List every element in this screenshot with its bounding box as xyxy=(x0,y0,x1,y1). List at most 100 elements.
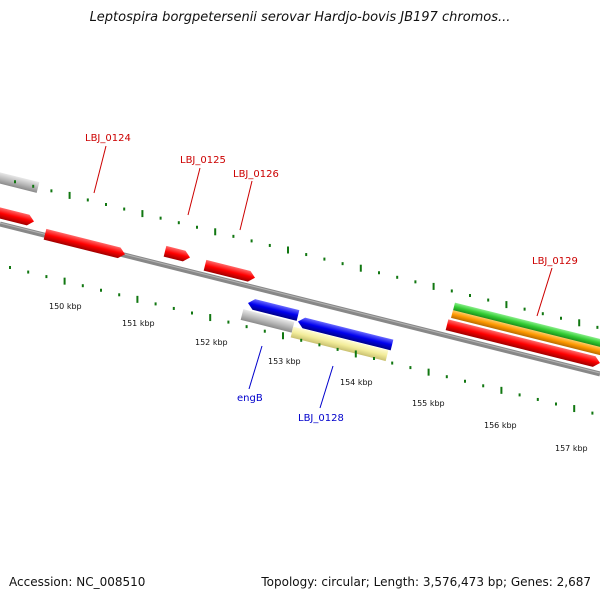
feature-gray-mid xyxy=(240,309,295,333)
accession-text: Accession: NC_008510 xyxy=(9,575,146,589)
tick-row-lower-tick xyxy=(172,306,175,310)
tick-row-lower-tick xyxy=(555,402,557,406)
feature-lbj-0126 xyxy=(203,259,255,282)
tick-row-upper-tick xyxy=(68,191,71,199)
scale-labels: 150 kbp 151 kbp 152 kbp 153 kbp 154 kbp … xyxy=(49,302,588,453)
tick-row-lower-tick xyxy=(518,393,521,397)
tick-row-upper-tick xyxy=(287,246,289,254)
tick-row-upper-tick xyxy=(268,243,271,247)
scale-label-150: 150 kbp xyxy=(49,302,82,311)
tick-row-lower-tick xyxy=(427,368,430,376)
feature-lbj-0126-shape xyxy=(203,259,255,282)
tick-row-upper-tick xyxy=(578,319,581,327)
feature-lbj-0129-red xyxy=(445,319,600,367)
tick-row-lower-tick xyxy=(482,384,485,388)
tick-row-upper-tick xyxy=(105,203,107,206)
tick-row-upper-tick xyxy=(141,210,144,218)
tick-row-lower-tick xyxy=(536,397,539,401)
feature-lbj-0129-orange xyxy=(451,310,600,358)
tick-row-lower-tick xyxy=(591,411,594,415)
feature-lbj-0124b-shape xyxy=(43,228,125,259)
tick-row-upper-tick xyxy=(450,289,453,293)
tick-row-upper-tick xyxy=(432,282,435,290)
feature-lbj-0124a-shape xyxy=(0,205,35,226)
tick-row-lower-tick xyxy=(282,332,284,340)
leader-lines xyxy=(93,145,553,409)
tick-track xyxy=(9,180,599,415)
tick-row-lower-tick xyxy=(336,347,339,351)
scale-label-155: 155 kbp xyxy=(412,399,445,408)
tick-row-upper-tick xyxy=(359,264,362,272)
tick-row-lower-tick xyxy=(445,375,448,379)
map-title: Leptospira borgpetersenii serovar Hardjo… xyxy=(89,10,511,25)
tick-row-lower-tick xyxy=(100,288,102,292)
tick-row-upper-tick xyxy=(250,239,253,243)
scale-label-153: 153 kbp xyxy=(268,357,301,366)
tick-row-lower-tick xyxy=(500,386,503,394)
tick-row-upper-tick xyxy=(396,275,399,279)
feature-lbj-0125-shape xyxy=(163,245,190,262)
tick-row-upper-tick xyxy=(487,298,490,302)
feature-lbj-0127 xyxy=(298,317,394,351)
leader-lbj-0126 xyxy=(239,180,253,231)
feature-lbj-0125 xyxy=(163,245,190,262)
feature-lbj-0124a xyxy=(0,205,35,226)
feature-lbj-0129-green xyxy=(453,302,600,350)
feature-gray-mid-shape xyxy=(240,309,295,333)
tick-row-lower-tick xyxy=(118,293,121,297)
tick-row-lower-tick xyxy=(573,405,576,413)
tick-row-lower-tick xyxy=(409,366,412,370)
feature-lbj-0129-red-shape xyxy=(445,319,600,367)
tick-row-lower-tick xyxy=(354,350,357,358)
tick-row-upper-tick xyxy=(86,198,89,202)
tick-row-lower-tick xyxy=(27,270,30,274)
tick-row-upper-tick xyxy=(14,180,16,184)
leader-lbj-0128 xyxy=(319,365,334,409)
feature-lbj-0124b xyxy=(43,228,125,259)
label-lbj-0124: LBJ_0124 xyxy=(85,133,131,144)
tick-row-upper-tick xyxy=(232,234,235,238)
tick-row-upper-tick xyxy=(414,280,417,284)
tick-row-upper-tick xyxy=(123,207,126,211)
feature-lbj-0129-orange-shape xyxy=(451,310,600,358)
feature-engb xyxy=(248,299,300,321)
scale-label-154: 154 kbp xyxy=(340,378,373,387)
tick-row-upper-tick xyxy=(541,312,544,316)
topology-text: Topology: circular; Length: 3,576,473 bp… xyxy=(261,575,591,589)
tick-row-upper-tick xyxy=(50,189,53,193)
feature-gray-top xyxy=(0,170,40,193)
tick-row-lower-tick xyxy=(373,357,375,360)
tick-row-lower-tick xyxy=(45,275,48,279)
tick-row-lower-tick xyxy=(263,329,266,333)
gene-labels: LBJ_0124 LBJ_0125 LBJ_0126 LBJ_0129 engB… xyxy=(85,133,578,424)
tick-row-lower-tick xyxy=(9,266,11,269)
leader-lbj-0124 xyxy=(93,145,107,194)
tick-row-lower-tick xyxy=(63,277,66,285)
scale-label-152: 152 kbp xyxy=(195,338,228,347)
scale-label-157: 157 kbp xyxy=(555,444,588,453)
feature-lbj-0128-shape xyxy=(290,326,389,362)
feature-lbj-0127-shape xyxy=(298,317,394,351)
tick-row-upper-tick xyxy=(323,257,326,261)
tick-row-lower-tick xyxy=(227,320,230,324)
tick-row-lower-tick xyxy=(136,295,139,303)
tick-row-upper-tick xyxy=(196,225,198,229)
tick-row-upper-tick xyxy=(159,216,162,220)
tick-row-lower-tick xyxy=(191,311,193,315)
leader-engb xyxy=(248,345,263,390)
tick-row-lower-tick xyxy=(245,325,248,329)
label-lbj-0129: LBJ_0129 xyxy=(532,256,578,267)
tick-row-lower-tick xyxy=(391,361,394,365)
tick-row-upper-tick xyxy=(214,228,217,236)
scale-label-151: 151 kbp xyxy=(122,319,155,328)
leader-lbj-0129 xyxy=(536,267,553,317)
tick-row-upper-tick xyxy=(341,262,344,266)
tick-row-upper-tick xyxy=(523,307,526,311)
feature-lbj-0129-green-shape xyxy=(453,302,600,350)
tick-row-upper-tick xyxy=(596,325,599,329)
label-lbj-0125: LBJ_0125 xyxy=(180,155,226,166)
scale-label-156: 156 kbp xyxy=(484,421,517,430)
tick-row-upper-tick xyxy=(560,316,562,320)
